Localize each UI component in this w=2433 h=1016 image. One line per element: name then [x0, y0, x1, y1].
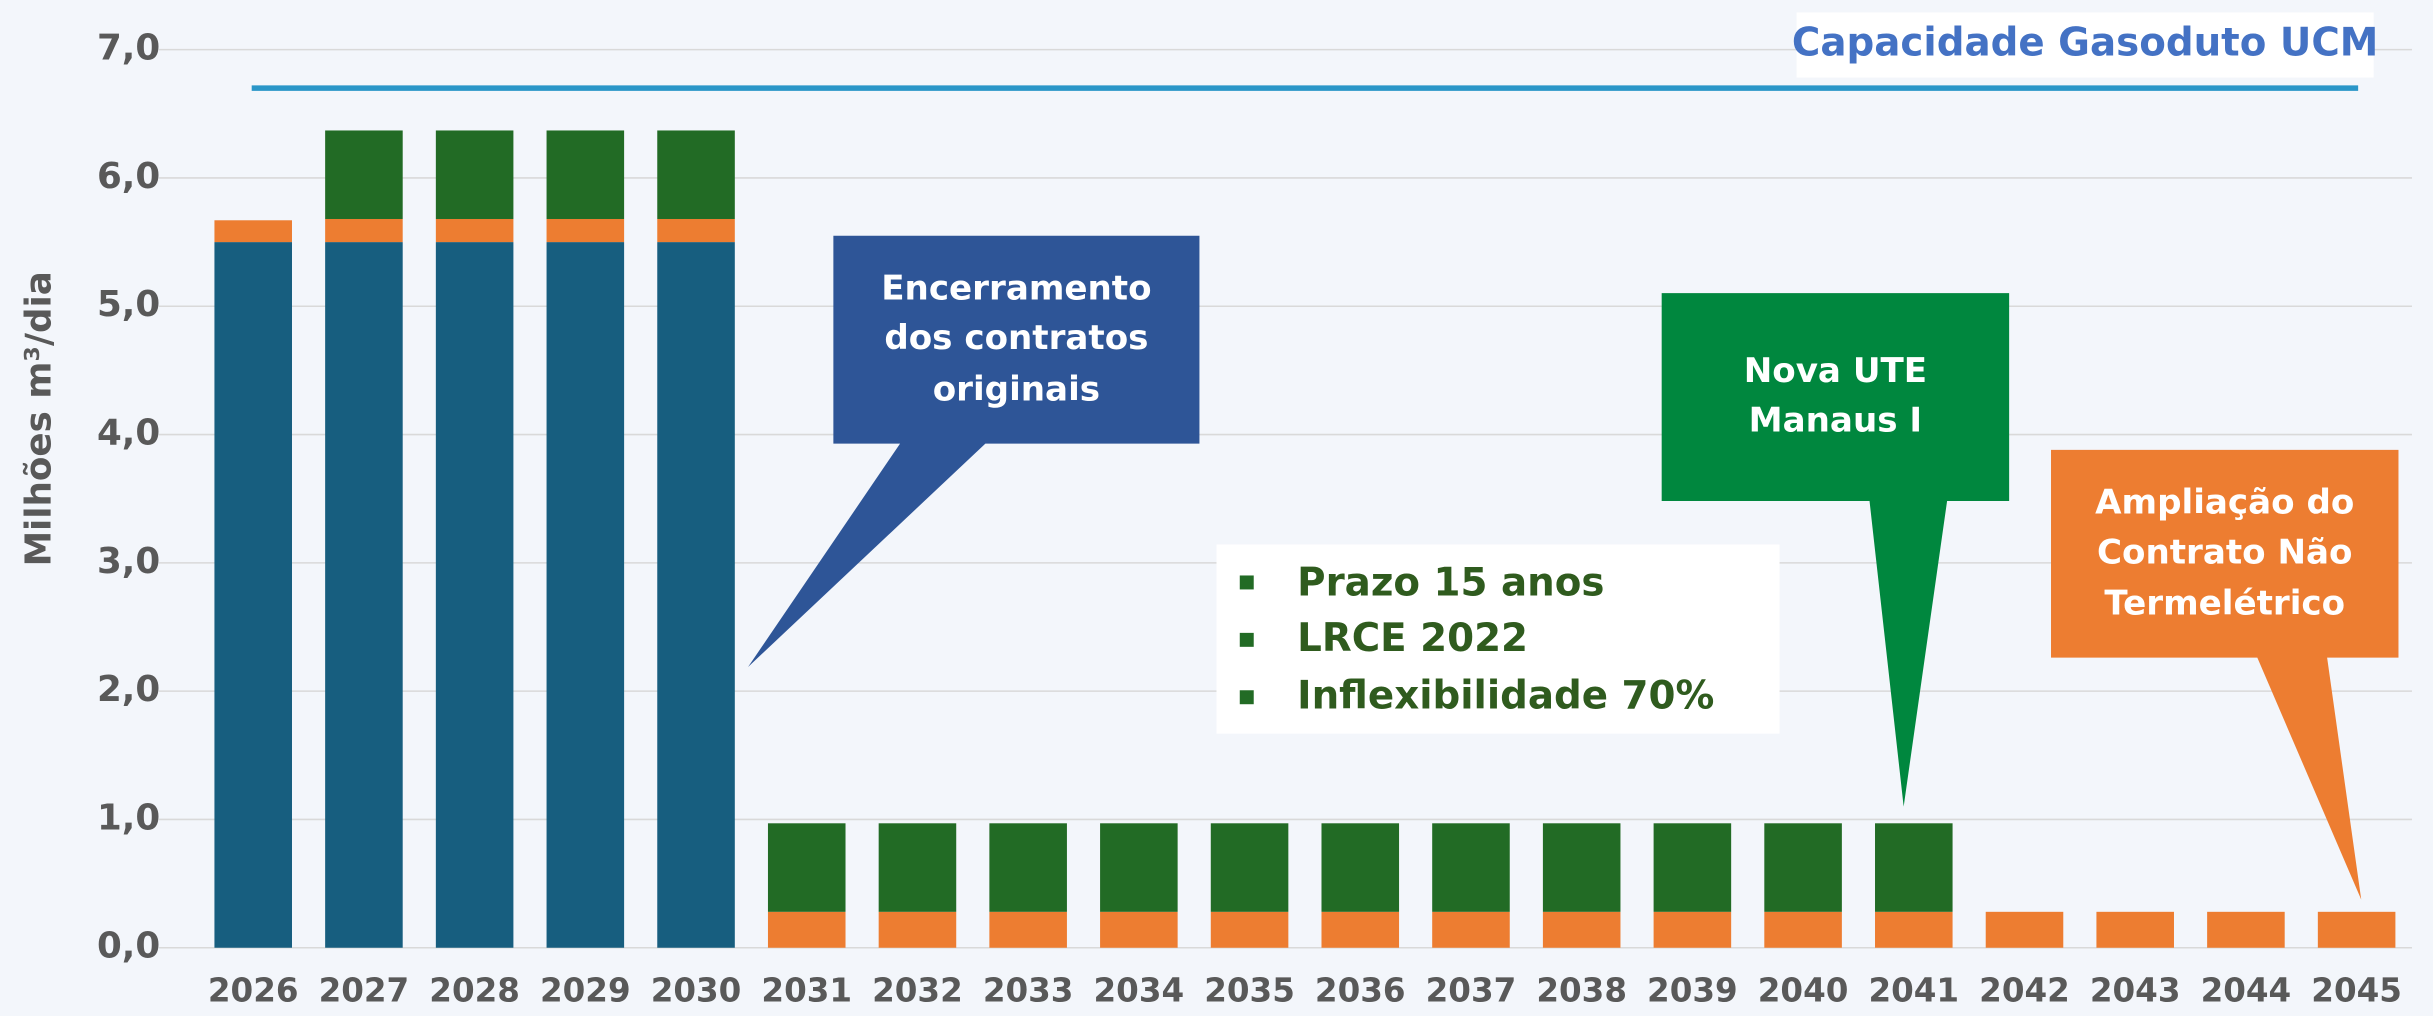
callout-box — [1661, 293, 2010, 807]
x-tick-label: 2034 — [1094, 972, 1185, 1010]
bullet — [1239, 632, 1254, 647]
y-tick-label: 4,0 — [97, 413, 160, 454]
bullet-box: Prazo 15 anos LRCE 2022 Inflexibilidade … — [1216, 544, 1780, 734]
y-tick-label: 2,0 — [97, 669, 160, 710]
x-tick-label: 2045 — [2311, 972, 2402, 1010]
callout-text: originais — [933, 369, 1100, 409]
bar-segment — [546, 242, 625, 948]
bar-segment — [989, 823, 1067, 912]
bar-segment — [435, 130, 514, 219]
x-tick-label: 2041 — [1868, 972, 1959, 1010]
bar-segment — [435, 242, 514, 948]
bar-segment — [2096, 911, 2174, 948]
bar-segment — [1100, 823, 1178, 912]
x-tick-label: 2043 — [2090, 972, 2181, 1010]
bar-segment — [657, 242, 735, 948]
bar-segment — [325, 130, 403, 219]
bar-segment — [1210, 823, 1289, 912]
bar-segment — [878, 823, 957, 912]
bar-segment — [878, 911, 957, 948]
bar-segment — [1653, 911, 1732, 948]
x-tick-label: 2031 — [761, 972, 852, 1010]
bar-segment — [214, 220, 292, 243]
x-tick-label: 2040 — [1758, 972, 1849, 1010]
bar-segment — [1321, 823, 1400, 912]
x-tick-label: 2027 — [319, 972, 410, 1010]
callout-text: Ampliação do — [2095, 483, 2354, 523]
bar-segment — [1321, 911, 1400, 948]
y-tick-label: 0,0 — [97, 926, 160, 967]
callout-text: Contrato Não — [2097, 532, 2353, 572]
x-tick-label: 2028 — [429, 972, 520, 1010]
bar-segment — [2207, 911, 2285, 948]
callout-text: Manaus I — [1749, 400, 1922, 440]
bar-segment — [325, 218, 403, 243]
callout-text: dos contratos — [884, 318, 1148, 358]
bar-segment — [1985, 911, 2064, 948]
bullet-text: Prazo 15 anos — [1297, 560, 1604, 605]
grid: 0,0 1,0 2,0 3,0 4,0 5,0 6,0 7,0 — [97, 28, 2412, 967]
bars: 2026 2027 2028 2029 2030 2031 2032 2033 2034 2035… — [208, 130, 2402, 1010]
x-tick-label: 2030 — [651, 972, 742, 1010]
x-tick-label: 2032 — [872, 972, 963, 1010]
y-tick-label: 7,0 — [97, 28, 160, 69]
bar-segment — [546, 218, 625, 243]
y-tick-label: 1,0 — [97, 797, 160, 838]
x-tick-label: 2029 — [540, 972, 631, 1010]
bar-segment — [1210, 911, 1289, 948]
bullet-background — [1216, 544, 1780, 734]
bar-segment — [1875, 823, 1953, 912]
x-tick-label: 2033 — [983, 972, 1074, 1010]
capacity-label-box — [1796, 12, 2374, 78]
y-axis-label: Milhões m³/dia — [19, 271, 60, 566]
bar-segment — [1432, 823, 1510, 912]
bar-segment — [435, 218, 514, 243]
callout: Ampliação do Contrato Não Termelétrico — [2051, 449, 2399, 900]
callout-text: Termelétrico — [2104, 583, 2345, 623]
callout-box — [748, 235, 1200, 667]
bar-segment — [767, 911, 846, 948]
bar-segment — [989, 911, 1067, 948]
callout: Nova UTE Manaus I — [1661, 293, 2010, 807]
bar-segment — [546, 130, 625, 219]
y-tick-label: 5,0 — [97, 284, 160, 325]
bar-segment — [325, 242, 403, 948]
capacity-label: Capacidade Gasoduto UCM — [1792, 20, 2378, 65]
x-tick-label: 2038 — [1536, 972, 1627, 1010]
x-tick-label: 2035 — [1204, 972, 1295, 1010]
x-tick-label: 2036 — [1315, 972, 1406, 1010]
bar-segment — [1432, 911, 1510, 948]
bar-segment — [1542, 911, 1621, 948]
bar-segment — [1875, 911, 1953, 948]
bar-segment — [1100, 911, 1178, 948]
bar-segment — [1764, 823, 1842, 912]
bar-segment — [214, 242, 292, 948]
bullet-text: LRCE 2022 — [1297, 616, 1528, 661]
x-tick-label: 2042 — [1979, 972, 2070, 1010]
bar-segment — [657, 218, 735, 243]
y-tick-label: 6,0 — [97, 156, 160, 197]
bar-segment — [1764, 911, 1842, 948]
bar-segment — [767, 823, 846, 912]
bullet — [1239, 690, 1254, 705]
callout-box — [2051, 449, 2399, 900]
callout-text: Encerramento — [881, 269, 1151, 309]
bar-segment — [1653, 823, 1732, 912]
y-tick-label: 3,0 — [97, 541, 160, 582]
x-tick-label: 2044 — [2201, 972, 2292, 1010]
x-tick-label: 2039 — [1647, 972, 1738, 1010]
bullet-text: Inflexibilidade 70% — [1297, 674, 1714, 719]
x-tick-label: 2026 — [208, 972, 299, 1010]
callout: Encerramento dos contratos originais — [748, 235, 1200, 667]
bar-segment — [657, 130, 735, 219]
callout-text: Nova UTE — [1744, 351, 1927, 391]
bar-segment — [1542, 823, 1621, 912]
bar-segment — [2317, 911, 2396, 948]
bullet — [1239, 575, 1254, 590]
x-tick-label: 2037 — [1426, 972, 1517, 1010]
